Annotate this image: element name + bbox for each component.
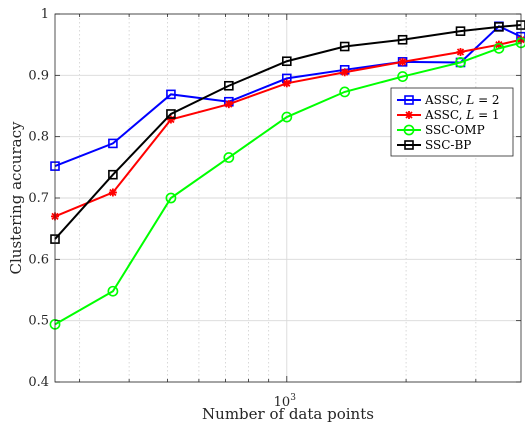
data-point	[340, 68, 349, 77]
y-tick-label: 0.4	[28, 375, 49, 390]
series-line-2	[54, 38, 522, 218]
legend-marker	[403, 124, 415, 136]
data-point	[339, 41, 350, 52]
x-tick-label: 103	[274, 393, 297, 410]
y-tick-label: 0.7	[28, 191, 49, 206]
series-line-4	[54, 24, 522, 240]
data-point	[282, 56, 292, 67]
legend-item: ASSC, L = 2	[397, 93, 500, 107]
y-tick-label: 0.5	[28, 314, 49, 329]
y-tick-label: 1	[41, 7, 49, 22]
data-point	[455, 26, 466, 36]
x-axis-label: Number of data points	[202, 405, 374, 423]
legend-label: ASSC, L = 2	[424, 93, 500, 107]
y-axis-label: Clustering accuracy	[7, 121, 25, 274]
legend-item: SSC-OMP	[397, 123, 485, 137]
data-point	[397, 34, 408, 45]
legend-label: ASSC, L = 1	[424, 108, 500, 122]
y-tick-label: 0.9	[28, 68, 49, 83]
data-point	[397, 71, 409, 82]
data-point	[493, 42, 505, 54]
y-tick-label: 0.8	[28, 130, 49, 145]
data-point	[224, 80, 234, 91]
data-point	[108, 138, 118, 149]
data-point	[456, 48, 465, 57]
legend-label: SSC-OMP	[425, 123, 485, 137]
legend-marker	[405, 111, 413, 119]
data-point	[224, 100, 233, 109]
legend-item: SSC-BP	[397, 138, 471, 152]
data-point	[398, 57, 407, 66]
data-point	[108, 188, 117, 197]
y-tick-label: 0.6	[28, 252, 49, 267]
data-point	[281, 111, 293, 123]
legend-item: ASSC, L = 1	[397, 108, 500, 122]
data-point	[282, 79, 291, 88]
series-line-1	[54, 25, 522, 168]
series-group	[49, 20, 525, 330]
series-line-3	[54, 41, 522, 326]
data-point	[165, 192, 177, 204]
data-point	[455, 57, 466, 68]
data-point	[339, 86, 351, 98]
data-point	[494, 22, 504, 32]
ticks: 103 0.4 0.5 0.6 0.7 0.8 0.9 1	[28, 7, 521, 410]
legend-marker	[404, 140, 414, 150]
data-point	[107, 285, 119, 297]
data-point	[223, 152, 235, 163]
data-point	[166, 109, 176, 119]
legend-label: SSC-BP	[425, 138, 471, 152]
legend-marker	[404, 95, 414, 105]
data-point	[108, 169, 118, 180]
data-point	[166, 89, 176, 100]
